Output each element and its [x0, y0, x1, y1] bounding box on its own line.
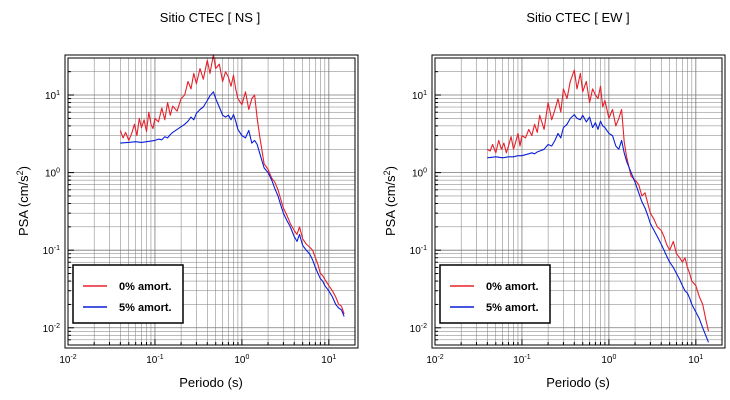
y-tick-label: 101 — [45, 90, 60, 102]
legend-label-0: 0% amort. — [486, 281, 539, 293]
legend-label-1: 5% amort. — [486, 302, 539, 314]
y-tick-label: 101 — [412, 90, 427, 102]
x-tick-label: 10-2 — [59, 354, 76, 366]
y-axis-label-sup: 2 — [382, 170, 392, 175]
legend: 0% amort. 5% amort. — [72, 264, 184, 324]
y-tick-label: 100 — [45, 168, 60, 180]
y-tick-label: 10-2 — [410, 323, 427, 335]
y-tick-label: 10-1 — [410, 245, 427, 257]
x-tick-labels: 10-2 10-1 100 101 — [426, 354, 703, 366]
x-tick-label: 101 — [688, 354, 703, 366]
outer-border — [64, 54, 359, 349]
chart-title: Sitio CTEC [ EW ] — [526, 10, 629, 25]
series-line-1 — [487, 114, 710, 343]
legend-label-1: 5% amort. — [119, 302, 172, 314]
series-line-0 — [119, 54, 345, 315]
y-tick-labels: 10-2 10-1 100 101 — [43, 90, 60, 335]
plot-area: 10-2 10-1 100 101 10-2 10-1 100 101 0% amort. … — [43, 54, 359, 366]
chart-ew: Sitio CTEC [ EW ] 10-2 10-1 100 101 10-210-… — [382, 10, 726, 390]
plot-area: 10-2 10-1 100 101 10-2 10-1 100 101 0% amort. … — [410, 54, 726, 366]
y-axis-label-main: PSA (cm/s — [16, 175, 31, 236]
series-line-1 — [120, 91, 345, 317]
y-tick-label: 10-2 — [43, 323, 60, 335]
legend: 0% amort. 5% amort. — [439, 264, 551, 324]
x-tick-label: 100 — [601, 354, 616, 366]
legend-box — [439, 264, 551, 324]
series-layer — [487, 69, 710, 343]
x-axis-label: Periodo (s) — [546, 375, 610, 390]
legend-label-0: 0% amort. — [119, 281, 172, 293]
plot-border — [67, 57, 356, 346]
legend-box — [72, 264, 184, 324]
plot-border — [434, 57, 723, 346]
y-axis-label-main: PSA (cm/s — [383, 175, 398, 236]
y-tick-labels: 10-2 10-1 100 101 — [410, 90, 427, 335]
chart-ns: Sitio CTEC [ NS ] 10-2 10-1 100 101 10-210-… — [15, 10, 359, 390]
y-tick-label: 100 — [412, 168, 427, 180]
y-axis-label: PSA (cm/s2) — [382, 166, 398, 236]
y-axis-label-sup: 2 — [15, 170, 25, 175]
y-axis-label: PSA (cm/s2) — [15, 166, 31, 236]
series-layer — [119, 54, 345, 317]
x-tick-label: 100 — [234, 354, 249, 366]
chart-title: Sitio CTEC [ NS ] — [160, 10, 260, 25]
y-tick-label: 10-1 — [43, 245, 60, 257]
x-tick-label: 10-1 — [146, 354, 163, 366]
x-tick-label: 10-2 — [426, 354, 443, 366]
x-tick-label: 101 — [321, 354, 336, 366]
x-tick-labels: 10-2 10-1 100 101 — [59, 354, 336, 366]
outer-border — [431, 54, 726, 349]
y-axis-label-end: ) — [383, 166, 398, 170]
x-axis-label: Periodo (s) — [179, 375, 243, 390]
x-tick-label: 10-1 — [513, 354, 530, 366]
y-axis-label-end: ) — [16, 166, 31, 170]
series-line-0 — [487, 69, 710, 332]
